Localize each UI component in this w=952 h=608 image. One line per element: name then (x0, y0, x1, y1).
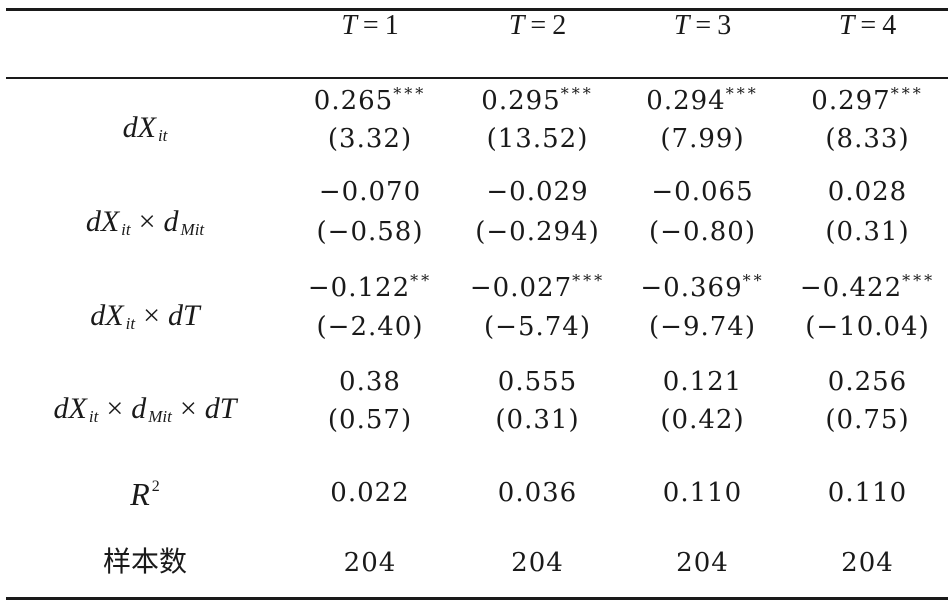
n-c4: 204 (841, 548, 894, 578)
coef-r3-c3: −0.369** (640, 271, 765, 303)
coef-r2-c4: 0.028 (827, 177, 908, 207)
n-c2: 204 (511, 548, 564, 578)
header-t2: T = 2 (508, 10, 567, 41)
table-bottom-rule (6, 597, 948, 600)
r2-c4: 0.110 (827, 478, 908, 508)
coef-r3-c4: −0.422*** (799, 271, 936, 303)
row-label-dxit: dX it (122, 111, 168, 145)
tstat-r1-c2: (13.52) (486, 124, 589, 154)
tstat-r1-c4: (8.33) (825, 124, 910, 154)
row-label-sample-size: 样本数 (102, 545, 187, 578)
tstat-r4-c1: (0.57) (327, 405, 413, 435)
coef-r3-c2: −0.027*** (469, 271, 606, 303)
coef-r2-c3: −0.065 (651, 177, 754, 207)
tstat-r1-c1: (3.32) (327, 124, 413, 154)
tstat-r3-c1: (−2.40) (316, 312, 424, 342)
coef-r1-c3: 0.294*** (646, 84, 759, 116)
tstat-r3-c3: (−9.74) (649, 312, 756, 342)
r2-c3: 0.110 (662, 478, 743, 508)
header-t3: T = 3 (673, 10, 732, 41)
tstat-r3-c2: (−5.74) (484, 312, 591, 342)
coef-r4-c4: 0.256 (827, 367, 908, 397)
tstat-r2-c1: (−0.58) (316, 217, 424, 247)
r2-c1: 0.022 (330, 478, 410, 508)
tstat-r2-c2: (−0.294) (475, 217, 600, 247)
row-label-dxit-x-dt: dX it × dT (90, 299, 200, 333)
header-t4: T = 4 (838, 10, 897, 41)
table-top-rule (6, 8, 948, 11)
coef-r4-c2: 0.555 (497, 367, 578, 397)
r2-c2: 0.036 (497, 478, 578, 508)
table-header-rule (6, 77, 948, 79)
coef-r1-c2: 0.295*** (481, 84, 594, 116)
tstat-r1-c3: (7.99) (660, 124, 745, 154)
tstat-r2-c3: (−0.80) (649, 217, 756, 247)
coef-r1-c1: 0.265*** (313, 84, 427, 116)
tstat-r4-c2: (0.31) (495, 405, 580, 435)
tstat-r4-c3: (0.42) (660, 405, 745, 435)
row-label-dxit-x-dmit-x-dt: dX it × d Mit × dT (53, 392, 237, 426)
coef-r4-c3: 0.121 (662, 367, 743, 397)
tstat-r4-c4: (0.75) (825, 405, 910, 435)
coef-r4-c1: 0.38 (339, 367, 401, 397)
row-label-dxit-x-dmit: dX it × d Mit (85, 205, 205, 239)
coef-r2-c1: −0.070 (318, 177, 422, 207)
n-c1: 204 (343, 548, 397, 578)
tstat-r2-c4: (0.31) (825, 217, 910, 247)
tstat-r3-c4: (−10.04) (805, 312, 930, 342)
coef-r2-c2: −0.029 (486, 177, 589, 207)
header-t1: T = 1 (341, 10, 399, 41)
coef-r1-c4: 0.297*** (811, 84, 924, 116)
coef-r3-c1: −0.122** (307, 271, 433, 303)
n-c3: 204 (676, 548, 729, 578)
